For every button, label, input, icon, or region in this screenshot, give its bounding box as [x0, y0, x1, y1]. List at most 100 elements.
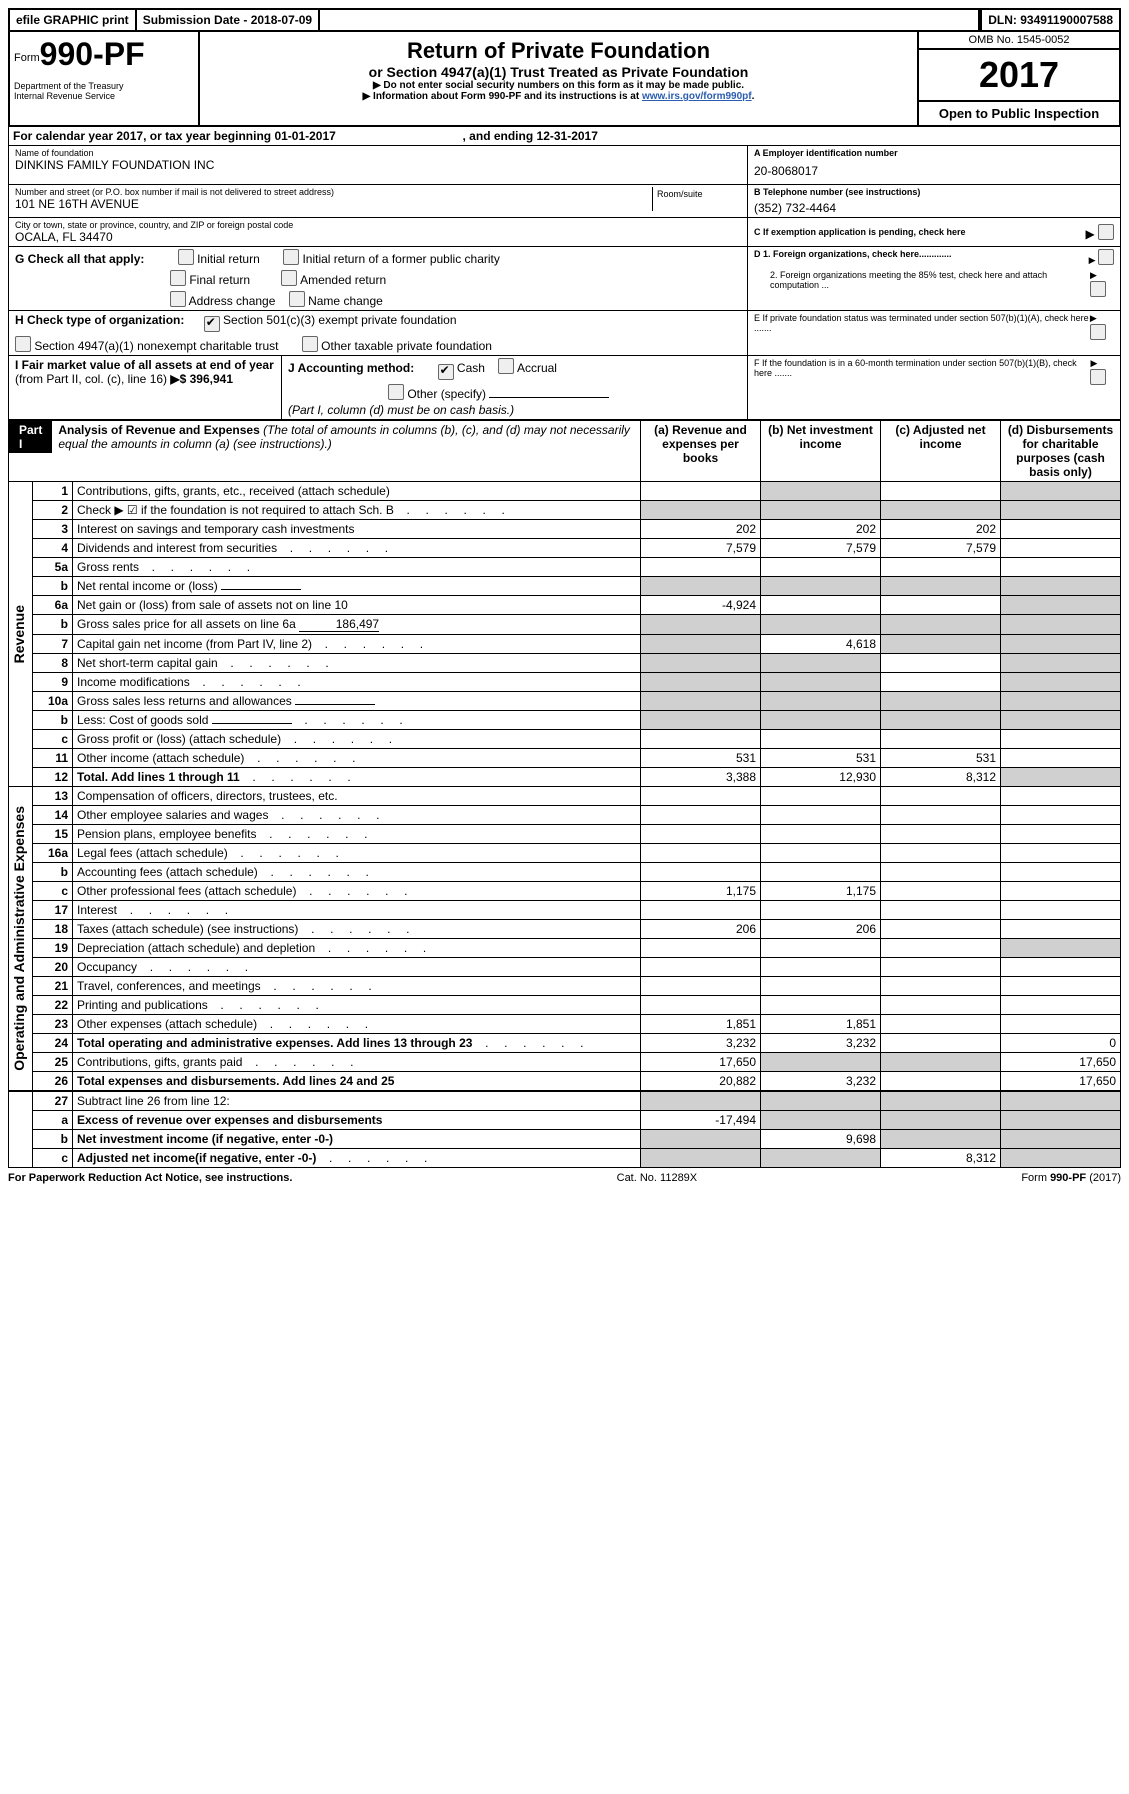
line-number: 20 — [33, 958, 73, 977]
table-row: 15Pension plans, employee benefits . . .… — [9, 825, 1121, 844]
table-row: 27Subtract line 26 from line 12: — [9, 1091, 1121, 1111]
g-initial-former[interactable] — [283, 249, 299, 265]
cell-a: 7,579 — [641, 539, 761, 558]
cell-b: 12,930 — [761, 768, 881, 787]
line-desc: Compensation of officers, directors, tru… — [73, 787, 641, 806]
g-initial-return[interactable] — [178, 249, 194, 265]
instructions-link[interactable]: www.irs.gov/form990pf — [642, 91, 752, 102]
line-number: 1 — [33, 482, 73, 501]
cell-c — [881, 482, 1001, 501]
g-name-change[interactable] — [289, 291, 305, 307]
dept-treasury: Department of the Treasury — [14, 81, 194, 91]
line-desc: Total. Add lines 1 through 11 . . . . . … — [73, 768, 641, 787]
table-row: 2Check ▶ ☑ if the foundation is not requ… — [9, 501, 1121, 520]
line-desc: Net short-term capital gain . . . . . . — [73, 654, 641, 673]
line-desc: Printing and publications . . . . . . — [73, 996, 641, 1015]
cell-a: 17,650 — [641, 1053, 761, 1072]
form-note2-prefix: ▶ Information about Form 990-PF and its … — [363, 91, 642, 102]
g-amended[interactable] — [281, 270, 297, 286]
footer-right: Form 990-PF (2017) — [1021, 1172, 1121, 1184]
cell-b — [761, 654, 881, 673]
cell-a — [641, 654, 761, 673]
j-cash[interactable] — [438, 364, 454, 380]
cell-a: 1,175 — [641, 882, 761, 901]
line-number: b — [33, 863, 73, 882]
line-number: 5a — [33, 558, 73, 577]
line-desc: Depreciation (attach schedule) and deple… — [73, 939, 641, 958]
cell-b — [761, 1149, 881, 1168]
cell-a — [641, 673, 761, 692]
form-prefix: Form — [14, 52, 40, 64]
cell-d — [1001, 920, 1121, 939]
line-number: 27 — [33, 1091, 73, 1111]
cell-d — [1001, 539, 1121, 558]
cell-a — [641, 1091, 761, 1111]
line-desc: Income modifications . . . . . . — [73, 673, 641, 692]
col-c-header: (c) Adjusted net income — [881, 421, 1001, 482]
cell-d — [1001, 730, 1121, 749]
cell-b — [761, 730, 881, 749]
cell-d: 17,650 — [1001, 1072, 1121, 1092]
cell-a: -17,494 — [641, 1111, 761, 1130]
j-other[interactable] — [388, 384, 404, 400]
j-accrual[interactable] — [498, 358, 514, 374]
cell-d — [1001, 1111, 1121, 1130]
cell-a — [641, 730, 761, 749]
line-number: a — [33, 1111, 73, 1130]
cell-a: 20,882 — [641, 1072, 761, 1092]
cell-b — [761, 996, 881, 1015]
cell-a — [641, 977, 761, 996]
cell-a: 206 — [641, 920, 761, 939]
h-other-taxable[interactable] — [302, 336, 318, 352]
cell-c — [881, 577, 1001, 596]
e-checkbox[interactable] — [1090, 324, 1106, 340]
line-number: 9 — [33, 673, 73, 692]
cell-c — [881, 1130, 1001, 1149]
page-footer: For Paperwork Reduction Act Notice, see … — [8, 1168, 1121, 1184]
cell-a: -4,924 — [641, 596, 761, 615]
cell-a — [641, 806, 761, 825]
cell-d — [1001, 692, 1121, 711]
g-final-return[interactable] — [170, 270, 186, 286]
h-4947[interactable] — [15, 336, 31, 352]
d1-checkbox[interactable] — [1098, 249, 1114, 265]
d2-checkbox[interactable] — [1090, 281, 1106, 297]
table-row: cAdjusted net income(if negative, enter … — [9, 1149, 1121, 1168]
cell-c — [881, 844, 1001, 863]
line-desc: Less: Cost of goods sold . . . . . . — [73, 711, 641, 730]
line-number: 14 — [33, 806, 73, 825]
cell-a: 3,388 — [641, 768, 761, 787]
f-checkbox[interactable] — [1090, 369, 1106, 385]
cell-b: 206 — [761, 920, 881, 939]
h-501c3[interactable] — [204, 316, 220, 332]
cell-b — [761, 1053, 881, 1072]
g-address-change[interactable] — [170, 291, 186, 307]
line-number: 23 — [33, 1015, 73, 1034]
line-desc: Net gain or (loss) from sale of assets n… — [73, 596, 641, 615]
cell-b: 4,618 — [761, 635, 881, 654]
part1-label: Part I — [9, 421, 52, 453]
line-number: 8 — [33, 654, 73, 673]
cell-d — [1001, 635, 1121, 654]
line-desc: Interest on savings and temporary cash i… — [73, 520, 641, 539]
line-number: 22 — [33, 996, 73, 1015]
form-title: Return of Private Foundation — [206, 38, 911, 64]
cell-b — [761, 1091, 881, 1111]
cell-b — [761, 958, 881, 977]
line-number: 17 — [33, 901, 73, 920]
cell-b — [761, 577, 881, 596]
line-desc: Accounting fees (attach schedule) . . . … — [73, 863, 641, 882]
irs-label: Internal Revenue Service — [14, 91, 194, 101]
cell-b — [761, 844, 881, 863]
line-desc: Other expenses (attach schedule) . . . .… — [73, 1015, 641, 1034]
cell-b — [761, 977, 881, 996]
line-desc: Total expenses and disbursements. Add li… — [73, 1072, 641, 1092]
table-row: cOther professional fees (attach schedul… — [9, 882, 1121, 901]
c-checkbox[interactable] — [1098, 224, 1114, 240]
j-label: J Accounting method: — [288, 361, 414, 375]
g-label: G Check all that apply: — [15, 252, 144, 266]
expenses-label: Operating and Administrative Expenses — [9, 802, 29, 1075]
street-address: 101 NE 16TH AVENUE — [15, 197, 652, 211]
col-b-header: (b) Net investment income — [761, 421, 881, 482]
cell-a — [641, 844, 761, 863]
